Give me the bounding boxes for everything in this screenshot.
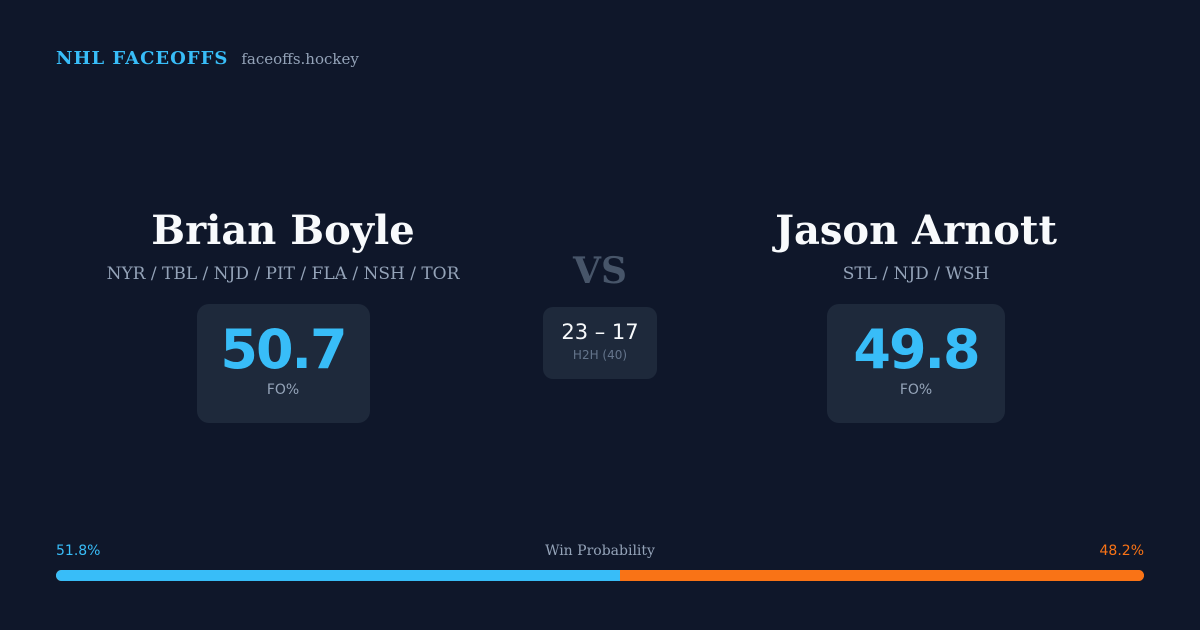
player-right-fo-value: 49.8 <box>853 318 980 381</box>
brand-site[interactable]: faceoffs.hockey <box>241 50 359 68</box>
player-right-name: Jason Arnott <box>775 207 1057 254</box>
head-to-head-score: 23 – 17 <box>561 320 639 344</box>
win-probability-left-fill <box>56 570 620 581</box>
brand-name[interactable]: NHL FACEOFFS <box>56 48 229 69</box>
player-right: Jason Arnott STL / NJD / WSH 49.8 FO% <box>686 205 1146 423</box>
player-right-fo-label: FO% <box>899 382 933 398</box>
player-left-fo-label: FO% <box>266 382 300 398</box>
head-to-head-card: 23 – 17 H2H (40) <box>543 307 657 379</box>
player-right-teams: STL / NJD / WSH <box>842 264 990 284</box>
player-left-teams: NYR / TBL / NJD / PIT / FLA / NSH / TOR <box>106 264 460 284</box>
player-right-stat-card: 49.8 FO% <box>827 304 1005 423</box>
player-left-fo-value: 50.7 <box>220 318 347 381</box>
brand-header: NHL FACEOFFS faceoffs.hockey <box>56 48 359 69</box>
win-probability-left-label: 51.8% <box>56 543 101 559</box>
win-probability-labels: 51.8% Win Probability 48.2% <box>56 543 1144 563</box>
win-probability-bar <box>56 570 1144 581</box>
win-probability-right-label: 48.2% <box>1099 543 1144 559</box>
head-to-head-label: H2H (40) <box>572 348 628 362</box>
win-probability-title: Win Probability <box>545 543 655 559</box>
player-left-name: Brian Boyle <box>151 207 415 254</box>
player-left: Brian Boyle NYR / TBL / NJD / PIT / FLA … <box>53 205 513 423</box>
player-left-stat-card: 50.7 FO% <box>196 304 370 423</box>
versus-label: VS <box>573 250 627 292</box>
win-probability-right-fill <box>619 570 1144 581</box>
